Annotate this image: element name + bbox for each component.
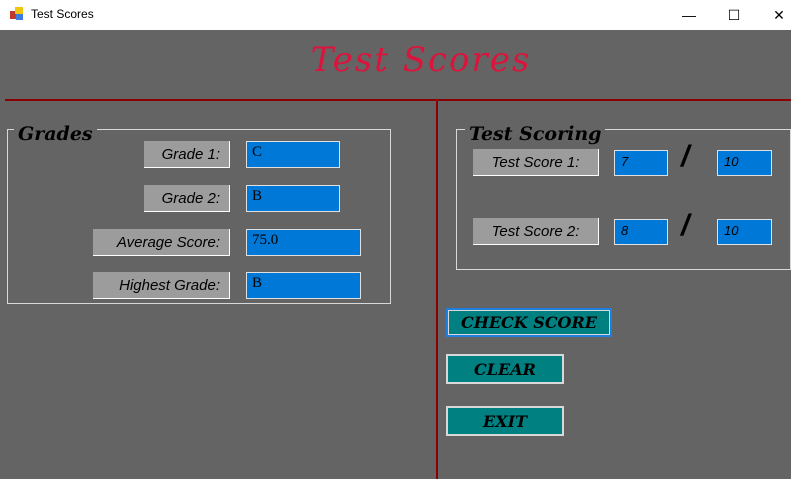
app-icon [10, 7, 23, 20]
close-button[interactable]: ✕ [773, 6, 785, 23]
grades-legend: Grades [14, 123, 97, 145]
slash-separator: / [681, 209, 690, 242]
minimize-button[interactable]: — [682, 7, 696, 23]
test-score2-max-field[interactable]: 10 [717, 219, 772, 245]
highest-grade-label: Highest Grade: [93, 272, 230, 299]
maximize-button[interactable]: ☐ [727, 6, 741, 23]
average-score-label: Average Score: [93, 229, 230, 256]
slash-separator: / [681, 140, 690, 173]
grade2-label: Grade 2: [144, 185, 230, 212]
test-score2-label: Test Score 2: [473, 218, 599, 245]
test-score2-field[interactable]: 8 [614, 219, 668, 245]
grade2-field[interactable]: B [246, 185, 340, 212]
grade1-label: Grade 1: [144, 141, 230, 168]
title-bar: Test Scores — ☐ ✕ [0, 0, 791, 30]
grade1-field[interactable]: C [246, 141, 340, 168]
exit-button[interactable]: EXIT [446, 406, 564, 436]
vertical-divider [436, 100, 438, 479]
test-score1-field[interactable]: 7 [614, 150, 668, 176]
header-title: Test Scores [310, 40, 532, 80]
test-score1-max-field[interactable]: 10 [717, 150, 772, 176]
window-title: Test Scores [31, 7, 94, 21]
horizontal-divider [5, 99, 791, 101]
clear-button[interactable]: CLEAR [446, 354, 564, 384]
check-score-button[interactable]: CHECK SCORE [446, 308, 612, 337]
test-scoring-legend: Test Scoring [465, 123, 606, 145]
average-score-field[interactable]: 75.0 [246, 229, 361, 256]
test-score1-label: Test Score 1: [473, 149, 599, 176]
grades-group [7, 129, 391, 304]
highest-grade-field[interactable]: B [246, 272, 361, 299]
